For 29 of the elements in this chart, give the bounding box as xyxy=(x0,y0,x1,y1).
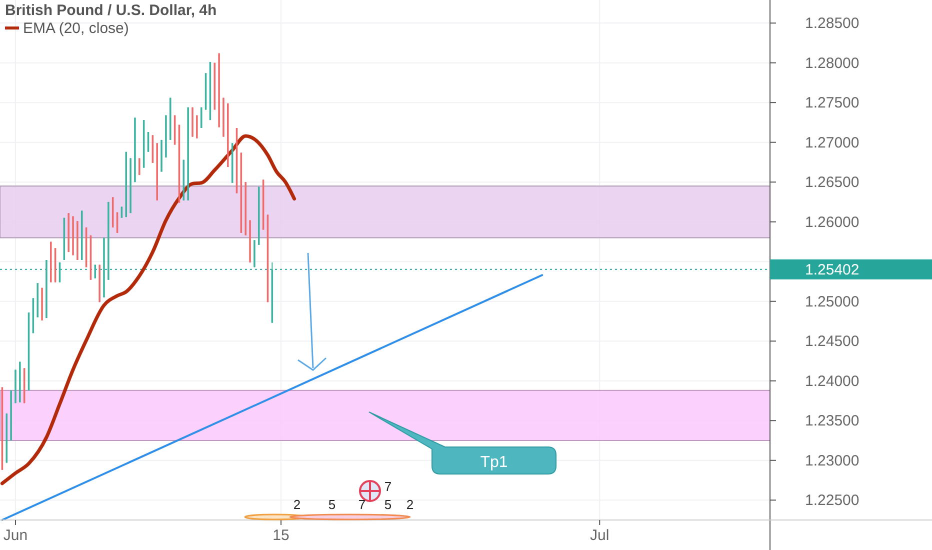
x-tick-label: Jun xyxy=(3,527,28,544)
annotation: 7 xyxy=(384,479,392,494)
y-tick-label: 1.26000 xyxy=(805,214,860,231)
y-tick-label: 1.26500 xyxy=(805,174,860,192)
y-tick-label: 1.28000 xyxy=(805,54,860,72)
y-tick-label: 1.27500 xyxy=(805,94,860,112)
y-tick-label: 1.24500 xyxy=(805,333,860,350)
ref-line-label: 1.25402 xyxy=(805,261,860,278)
annotation: 2 xyxy=(293,497,301,512)
y-tick-label: 1.27000 xyxy=(805,134,860,152)
y-tick-label: 1.28500 xyxy=(805,15,860,32)
annotation: 2 xyxy=(406,497,414,512)
y-tick-label: 1.23000 xyxy=(805,452,860,470)
candlestick xyxy=(138,158,140,176)
x-tick-label: 15 xyxy=(272,527,290,544)
annotation: 5 xyxy=(328,497,336,512)
candlestick xyxy=(196,114,198,139)
legend-label: EMA (20, close) xyxy=(23,20,129,37)
y-tick-label: 1.24000 xyxy=(805,372,860,390)
line-series xyxy=(0,134,296,486)
x-tick-label: Jul xyxy=(590,527,610,544)
y-tick-label: 1.22500 xyxy=(805,492,860,510)
annotation: 7 xyxy=(358,497,366,512)
y-tick-label: 1.25000 xyxy=(805,293,860,310)
annotation: Tp1 xyxy=(480,454,508,471)
annotation: 5 xyxy=(384,497,392,512)
callout: Tp1 xyxy=(368,412,556,474)
chart-title: British Pound / U.S. Dollar, 4h xyxy=(5,2,217,19)
y-tick-label: 1.23500 xyxy=(805,412,860,430)
